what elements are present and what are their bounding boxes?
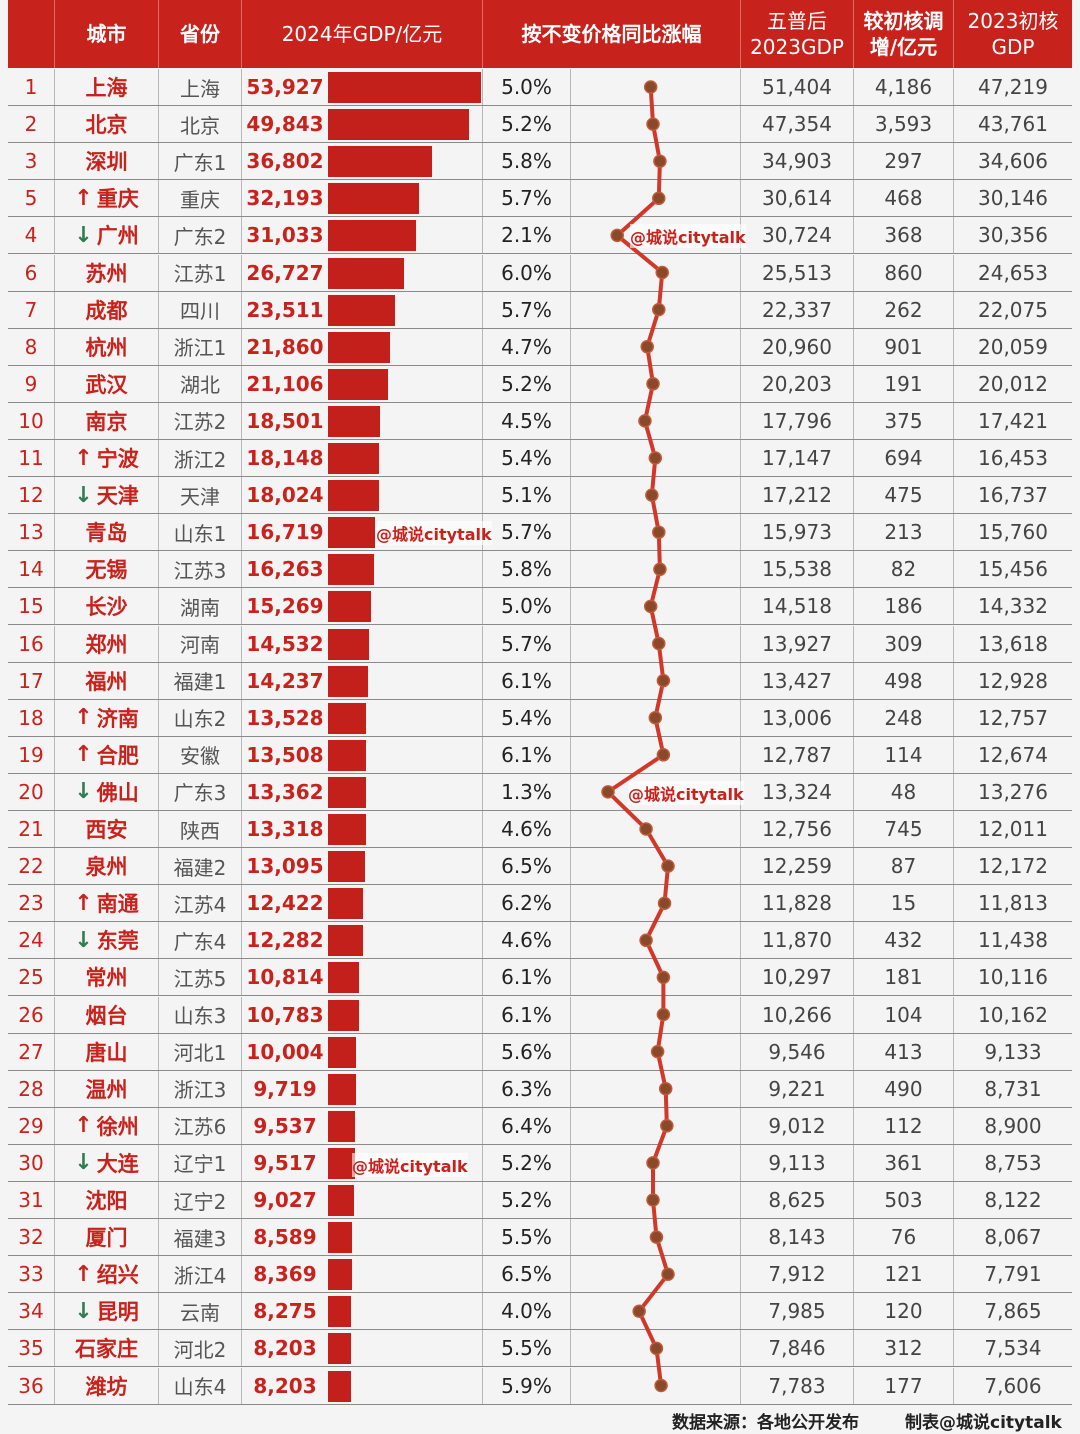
growth-point: [646, 489, 658, 501]
growth-point: [656, 267, 668, 279]
growth-point: [657, 675, 669, 687]
growth-point: [652, 1046, 664, 1058]
chart-credit: 制表@城说citytalk: [905, 1408, 1062, 1433]
growth-point: [647, 118, 659, 130]
growth-point: [611, 229, 623, 241]
growth-line: [608, 87, 668, 1386]
growth-point: [655, 1380, 667, 1392]
growth-point: [647, 378, 659, 390]
growth-point: [647, 1157, 659, 1169]
growth-point: [653, 638, 665, 650]
growth-point: [659, 897, 671, 909]
growth-point: [640, 823, 652, 835]
growth-point: [661, 1120, 673, 1132]
growth-point: [654, 155, 666, 167]
growth-point: [653, 526, 665, 538]
growth-point: [657, 1009, 669, 1021]
growth-point: [650, 1231, 662, 1243]
growth-point: [641, 341, 653, 353]
watermark: @城说citytalk: [628, 781, 744, 805]
growth-point: [662, 860, 674, 872]
watermark: @城说citytalk: [630, 224, 746, 248]
growth-point: [639, 415, 651, 427]
growth-point: [650, 1342, 662, 1354]
growth-point: [645, 600, 657, 612]
growth-point: [660, 1083, 672, 1095]
growth-point: [640, 934, 652, 946]
data-source: 数据来源：各地公开发布: [672, 1408, 859, 1433]
growth-point: [647, 1194, 659, 1206]
growth-point: [654, 563, 666, 575]
growth-point: [657, 971, 669, 983]
growth-point: [662, 1268, 674, 1280]
growth-point: [649, 452, 661, 464]
watermark: @城说citytalk: [352, 1153, 468, 1177]
growth-point: [645, 81, 657, 93]
watermark: @城说citytalk: [376, 521, 492, 545]
growth-point: [602, 786, 614, 798]
footer: 数据来源：各地公开发布 制表@城说citytalk: [0, 1404, 1072, 1434]
growth-point: [633, 1305, 645, 1317]
growth-line-chart: [0, 0, 1080, 1434]
growth-point: [657, 749, 669, 761]
growth-point: [649, 712, 661, 724]
growth-point: [653, 304, 665, 316]
growth-point: [653, 192, 665, 204]
